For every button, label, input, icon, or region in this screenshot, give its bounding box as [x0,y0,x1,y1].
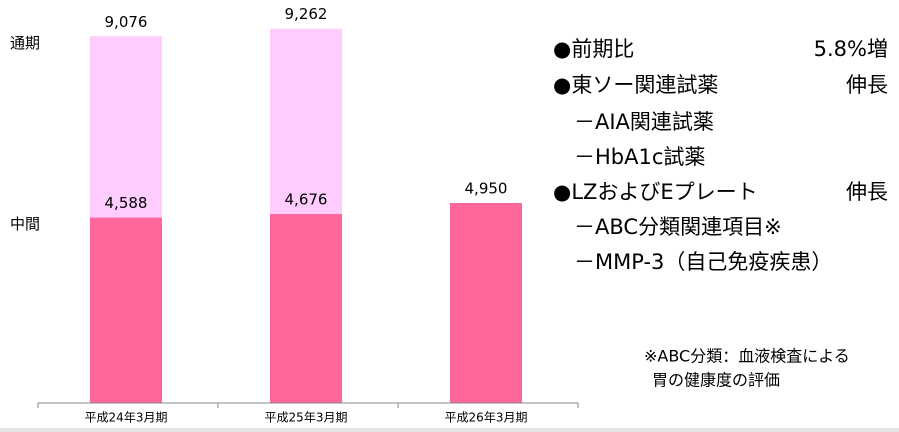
bottom-strip [0,428,899,432]
series-label: 中間 [10,215,40,233]
annotation: －MMP-3（自己免疫疾患） [574,250,832,274]
value-label: 9,076 [105,13,148,31]
x-tick-label: 平成25年3月期 [265,411,348,425]
annotation: ●LZおよびEプレート [553,180,758,204]
annotation-note: 伸長 [846,180,888,204]
annotation-note: 伸長 [846,73,888,97]
value-label: 9,262 [285,5,328,23]
annotation: ●東ソー関連試薬 [553,73,718,97]
value-label: 4,950 [465,179,508,197]
x-tick-label: 平成26年3月期 [445,411,528,425]
value-label: 4,588 [105,194,148,212]
bar [450,202,522,403]
annotation-note: 5.8%増 [814,37,888,61]
x-tick-label: 平成24年3月期 [85,411,168,425]
footnote: 胃の健康度の評価 [652,371,780,390]
footnote: ※ABC分類：血液検査による [644,347,850,366]
series-label: 通期 [10,34,40,52]
annotation: ●前期比 [553,37,634,61]
annotation: －AIA関連試薬 [574,110,714,134]
bar [90,217,162,403]
annotation: －ABC分類関連項目※ [574,215,782,239]
value-label: 4,676 [285,191,328,209]
bar [270,214,342,403]
annotation: －HbA1c試薬 [574,145,705,169]
